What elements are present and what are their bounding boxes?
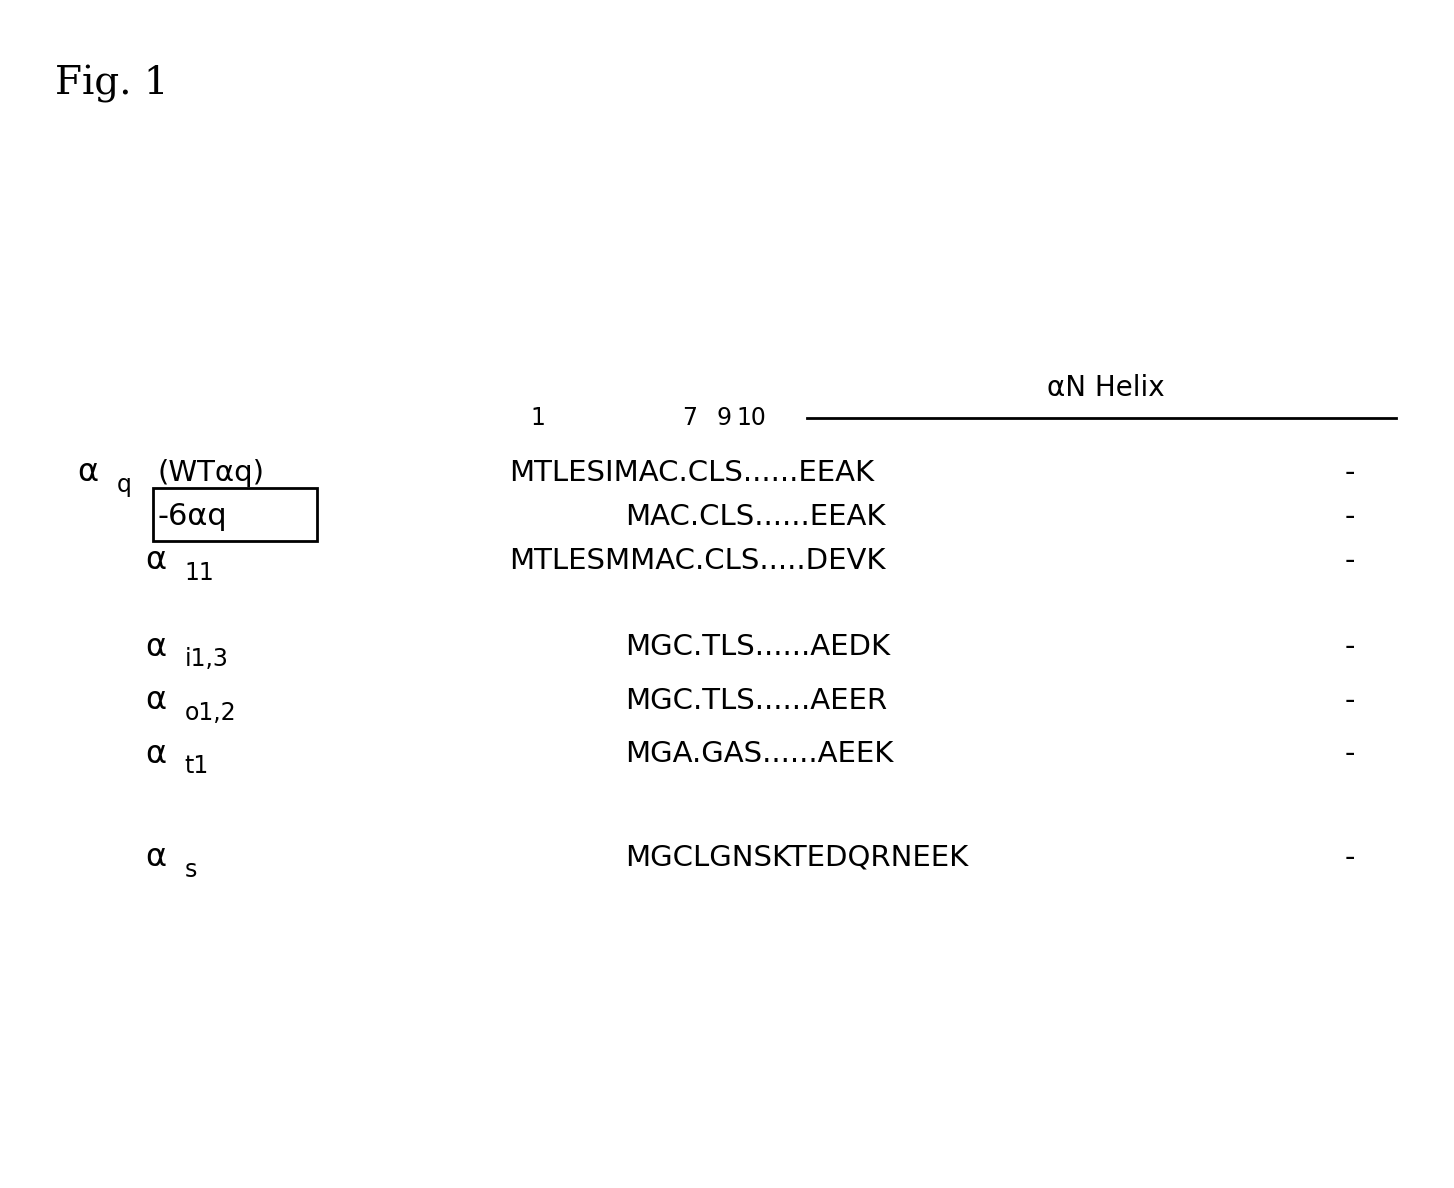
Text: -: - [1345,843,1355,872]
Text: o1,2: o1,2 [185,701,237,725]
Text: MGA.GAS......AEEK: MGA.GAS......AEEK [625,740,894,769]
Text: (WTαq): (WTαq) [157,459,265,487]
Text: 11: 11 [185,561,214,584]
Text: -: - [1345,687,1355,715]
Text: α: α [145,685,167,716]
Text: -: - [1345,633,1355,662]
Text: 7: 7 [682,406,696,430]
Text: -6αq: -6αq [157,503,227,531]
Text: α: α [145,632,167,663]
Text: -: - [1345,503,1355,531]
Text: -: - [1345,740,1355,769]
Text: i1,3: i1,3 [185,647,228,671]
Text: MAC.CLS......EEAK: MAC.CLS......EEAK [625,503,885,531]
Text: α: α [145,545,167,576]
Text: MTLESIMAC.CLS......EEAK: MTLESIMAC.CLS......EEAK [509,459,874,487]
Text: t1: t1 [185,754,209,778]
Text: q: q [116,473,131,497]
Text: -: - [1345,459,1355,487]
Text: α: α [145,842,167,873]
Text: 10: 10 [737,406,766,430]
Text: MGC.TLS......AEDK: MGC.TLS......AEDK [625,633,890,662]
Text: α: α [77,457,99,488]
Text: αN Helix: αN Helix [1047,373,1165,402]
Text: 1: 1 [531,406,545,430]
Text: MTLESMMAC.CLS.....DEVK: MTLESMMAC.CLS.....DEVK [509,546,885,575]
Text: MGCLGNSKTEDQRNEEK: MGCLGNSKTEDQRNEEK [625,843,968,872]
Text: -: - [1345,546,1355,575]
Text: α: α [145,739,167,770]
Text: s: s [185,858,198,881]
Text: 9: 9 [717,406,731,430]
Text: Fig. 1: Fig. 1 [55,65,169,103]
Text: MGC.TLS......AEER: MGC.TLS......AEER [625,687,887,715]
